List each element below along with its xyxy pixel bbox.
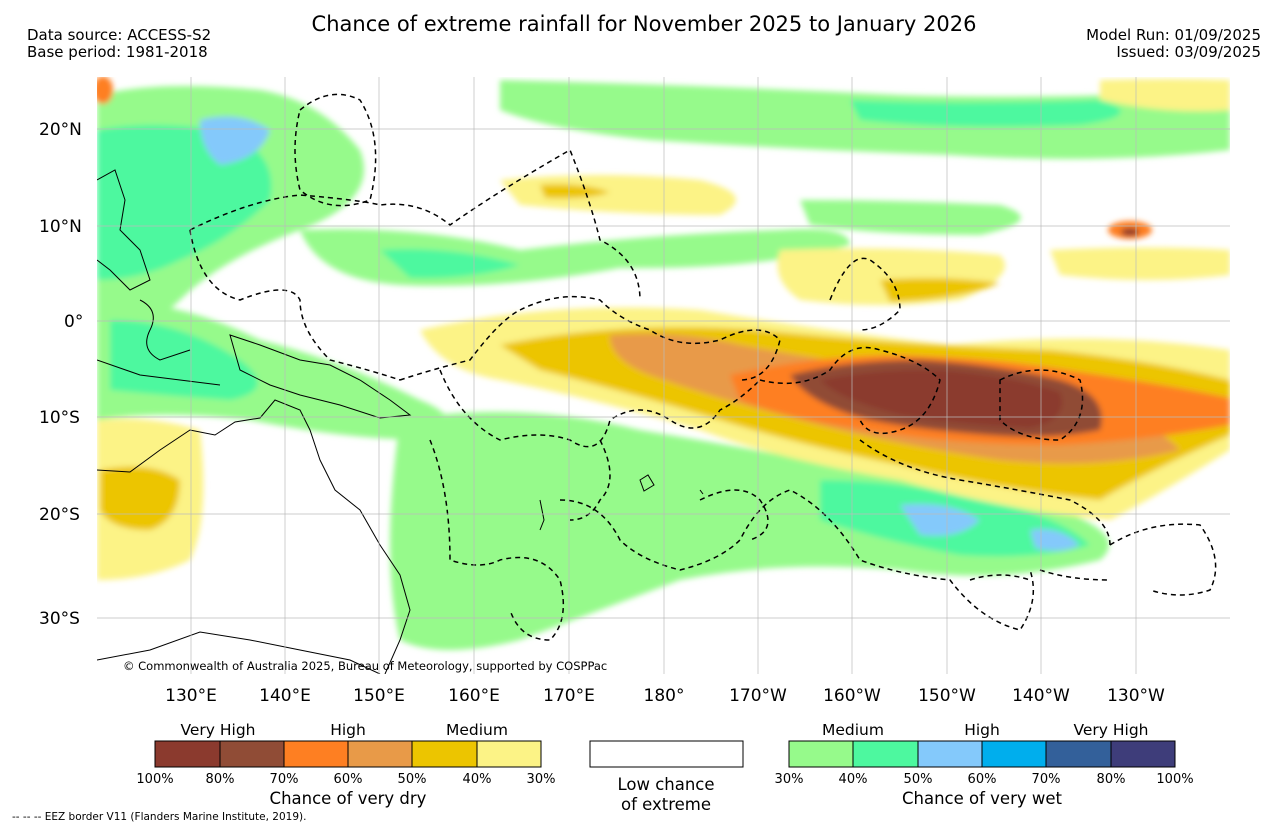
lon-label: 130°E	[165, 686, 217, 706]
dry-swatch	[155, 741, 220, 767]
dry-tick: 50%	[398, 772, 427, 787]
copyright-note: © Commonwealth of Australia 2025, Bureau…	[123, 659, 607, 673]
model-run-label: Model Run: 01/09/2025	[1086, 26, 1261, 44]
wet-high-region	[1030, 529, 1080, 551]
wet-tick: 70%	[1032, 772, 1061, 787]
low-chance-legend: Low chance of extreme	[589, 740, 744, 814]
lat-label: 10°S	[39, 408, 80, 428]
dry-tick: 40%	[463, 772, 492, 787]
wet-legend: Medium High Very High 30% 40% 50% 60% 70…	[775, 721, 1194, 808]
dry-swatch	[348, 741, 412, 767]
lon-label: 170°W	[729, 686, 787, 706]
dry-swatch	[412, 741, 477, 767]
dry-tick: 80%	[206, 772, 235, 787]
dry-tick: 70%	[270, 772, 299, 787]
dry-caption: Chance of very dry	[270, 789, 427, 808]
wet-swatch	[918, 741, 982, 767]
lon-label: 150°W	[918, 686, 976, 706]
dry-swatch	[477, 741, 541, 767]
lon-label: 160°W	[823, 686, 881, 706]
wet-tick: 30%	[775, 772, 804, 787]
eez-borders	[189, 93, 1217, 641]
dry-medium-region	[1050, 247, 1230, 280]
dry-heading-very-high: Very High	[180, 721, 255, 739]
wet-heading-high: High	[964, 721, 1000, 739]
dry-tick: 60%	[334, 772, 363, 787]
wet-swatch	[1111, 741, 1175, 767]
dry-very-high-region	[820, 369, 1062, 428]
wet-tick: 80%	[1097, 772, 1126, 787]
lon-label: 130°W	[1107, 686, 1165, 706]
lat-label: 30°S	[39, 609, 80, 629]
dry-high-region	[97, 77, 113, 104]
wet-swatch	[853, 741, 918, 767]
wet-tick: 100%	[1156, 772, 1193, 787]
wet-heading-medium: Medium	[822, 721, 884, 739]
dry-swatch	[284, 741, 348, 767]
dry-medium-region	[540, 184, 610, 199]
issued-label: Issued: 03/09/2025	[1116, 43, 1261, 61]
wet-tick: 40%	[839, 772, 868, 787]
lat-label: 0°	[64, 312, 83, 332]
lon-label: 140°W	[1012, 686, 1070, 706]
dry-very-high-region	[1121, 228, 1139, 236]
lon-label: 150°E	[353, 686, 405, 706]
wet-swatch	[982, 741, 1046, 767]
wet-tick: 60%	[968, 772, 997, 787]
wet-heading-very-high: Very High	[1073, 721, 1148, 739]
wet-medium-region	[380, 249, 520, 279]
dry-tick: 100%	[136, 772, 173, 787]
wet-swatch	[1046, 741, 1111, 767]
wet-tick: 50%	[904, 772, 933, 787]
graticule	[97, 77, 1230, 674]
chart-title: Chance of extreme rainfall for November …	[311, 12, 977, 36]
wet-medium-region	[390, 412, 1109, 650]
wet-swatch	[789, 741, 853, 767]
wet-medium-region	[850, 100, 1121, 127]
low-chance-swatch	[589, 740, 744, 768]
dry-heading-high: High	[330, 721, 366, 739]
data-source-label: Data source: ACCESS-S2	[27, 26, 212, 44]
lat-label: 10°N	[39, 217, 82, 237]
dry-tick: 30%	[527, 772, 556, 787]
low-chance-caption-1: Low chance	[617, 775, 714, 794]
latitude-labels: 20°N 10°N 0° 10°S 20°S 30°S	[39, 120, 83, 629]
longitude-labels: 130°E 140°E 150°E 160°E 170°E 180° 170°W…	[165, 686, 1165, 706]
lon-label: 180°	[644, 686, 685, 706]
dry-medium-region	[880, 278, 1000, 302]
lat-label: 20°S	[39, 505, 80, 525]
lat-label: 20°N	[39, 120, 82, 140]
dry-medium-region	[1100, 79, 1230, 112]
eez-footnote: -- -- -- EEZ border V11 (Flanders Marine…	[12, 811, 306, 823]
map-fields	[97, 77, 1230, 674]
dry-swatch	[220, 741, 284, 767]
coastlines	[97, 169, 704, 674]
dry-heading-medium: Medium	[446, 721, 508, 739]
low-chance-caption-2: of extreme	[621, 795, 711, 814]
lon-label: 170°E	[543, 686, 595, 706]
lon-label: 140°E	[259, 686, 311, 706]
dry-legend: Very High High Medium 100% 80% 70% 60% 5…	[136, 721, 555, 808]
base-period-label: Base period: 1981-2018	[27, 43, 208, 61]
wet-caption: Chance of very wet	[902, 789, 1063, 808]
wet-medium-region	[97, 125, 272, 280]
lon-label: 160°E	[448, 686, 500, 706]
wet-high-region	[900, 504, 980, 536]
